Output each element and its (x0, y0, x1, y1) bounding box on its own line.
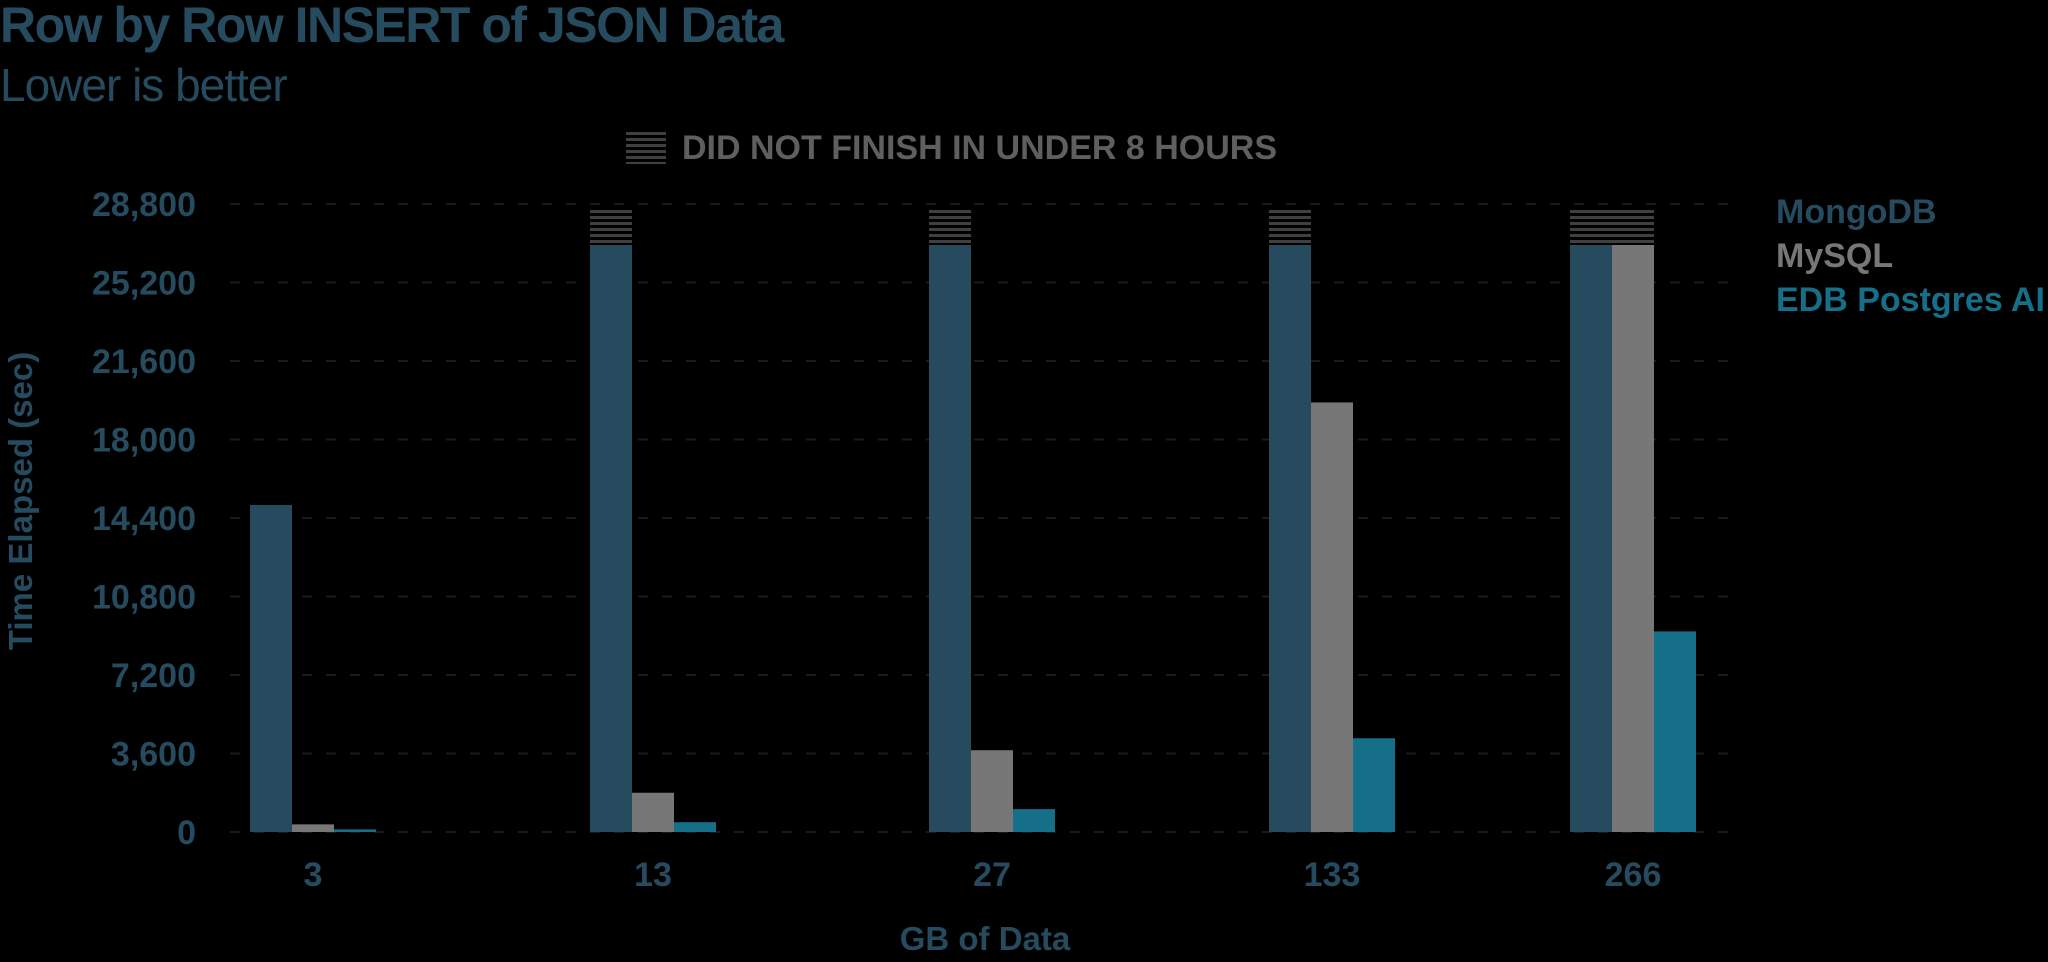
y-tick-label: 14,400 (92, 500, 196, 538)
bar-edb-postgres-ai (1353, 738, 1395, 832)
y-axis-ticks: 0 3,600 7,200 10,800 14,400 18,000 21,600 25,20… (92, 186, 196, 852)
x-axis-ticks: 3 13 27 133 266 (304, 856, 1662, 894)
y-tick-label: 18,000 (92, 422, 196, 460)
bar-mysql (971, 750, 1013, 832)
legend: MongoDB MySQL EDB Postgres AI (1776, 193, 2045, 319)
bar-edb-postgres-ai (1654, 631, 1696, 832)
chart-title: Row by Row INSERT of JSON Data (0, 0, 784, 53)
x-tick-label: 3 (304, 856, 323, 894)
bar-mongodb (1269, 245, 1311, 832)
dnf-swatch-icon (626, 132, 666, 164)
dnf-hatch-mark (1269, 210, 1311, 245)
dnf-hatch-mark (929, 210, 971, 245)
dnf-annotation-text: DID NOT FINISH IN UNDER 8 HOURS (682, 129, 1277, 167)
dnf-annotation: DID NOT FINISH IN UNDER 8 HOURS (626, 129, 1277, 167)
y-tick-label: 10,800 (92, 579, 196, 617)
gridlines (230, 203, 1730, 833)
bar-mongodb (929, 245, 971, 832)
y-tick-label: 0 (177, 814, 196, 852)
bar-edb-postgres-ai (334, 829, 376, 832)
y-tick-label: 7,200 (111, 657, 196, 695)
bars (250, 210, 1696, 832)
bar-mysql (292, 824, 334, 832)
y-tick-label: 3,600 (111, 736, 196, 774)
legend-entry: EDB Postgres AI (1776, 281, 2045, 319)
x-tick-label: 133 (1304, 856, 1361, 894)
dnf-hatch-mark (590, 210, 632, 245)
y-tick-label: 25,200 (92, 265, 196, 303)
x-axis-title: GB of Data (900, 920, 1071, 957)
dnf-hatch-mark (1612, 210, 1654, 245)
legend-entry: MySQL (1776, 237, 1893, 275)
bar-mysql (632, 792, 674, 832)
legend-entry: MongoDB (1776, 193, 1937, 231)
y-tick-label: 28,800 (92, 186, 196, 224)
bar-edb-postgres-ai (1013, 809, 1055, 832)
bar-mongodb (250, 504, 292, 832)
x-tick-label: 13 (634, 856, 672, 894)
chart-subtitle: Lower is better (0, 59, 288, 111)
y-axis-title: Time Elapsed (sec) (2, 352, 39, 650)
bar-mysql (1612, 245, 1654, 832)
y-tick-label: 21,600 (92, 343, 196, 381)
bar-mongodb (1570, 245, 1612, 832)
bar-edb-postgres-ai (674, 822, 716, 832)
dnf-hatch-mark (1570, 210, 1612, 245)
bar-mysql (1311, 402, 1353, 832)
x-tick-label: 27 (973, 856, 1011, 894)
bar-mongodb (590, 245, 632, 832)
x-tick-label: 266 (1605, 856, 1662, 894)
